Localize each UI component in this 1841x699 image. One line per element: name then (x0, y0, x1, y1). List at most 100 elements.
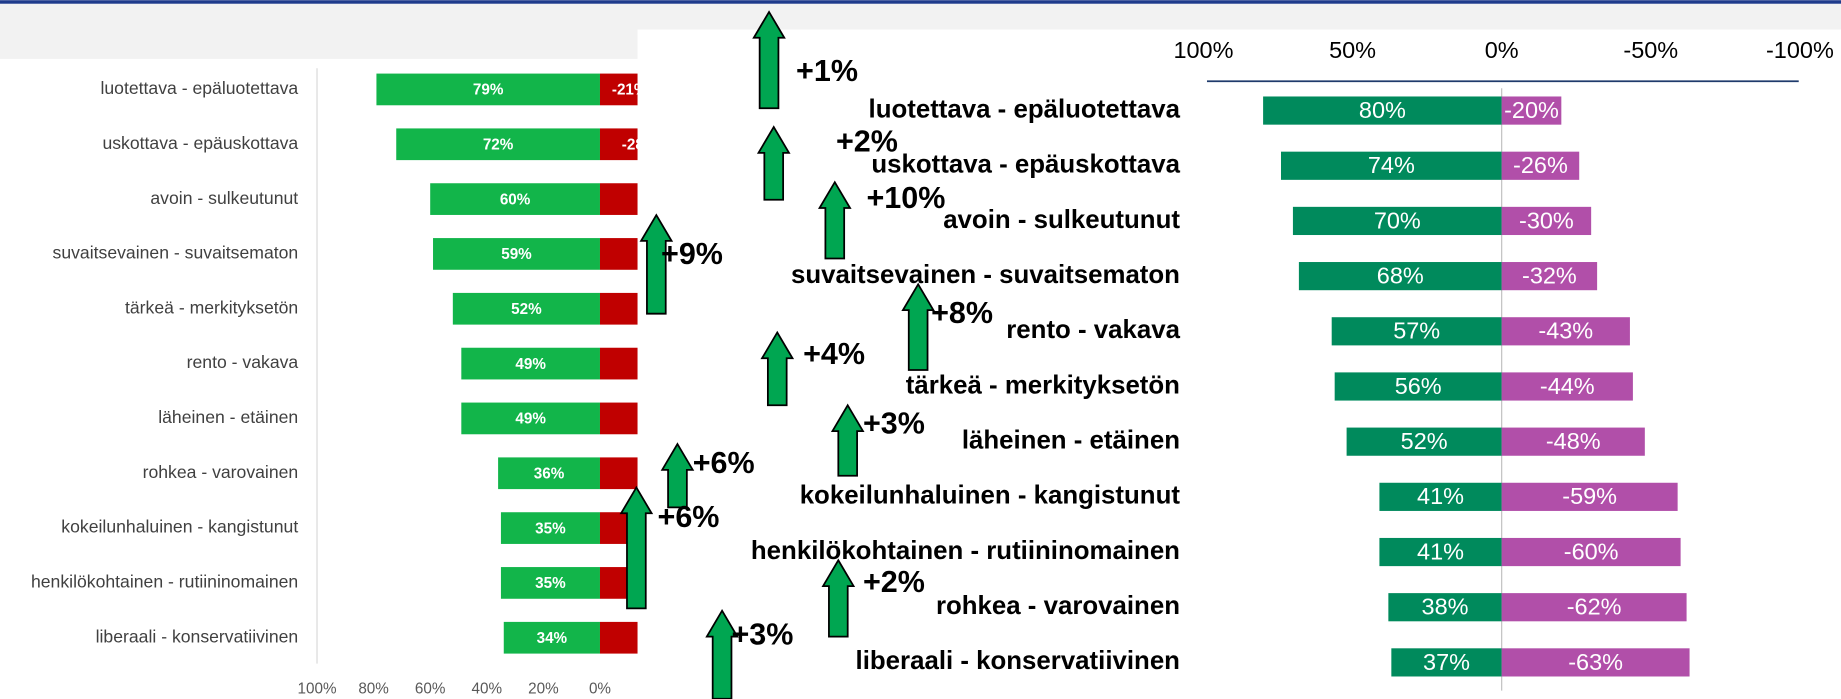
arrow-label: +4% (803, 337, 865, 371)
arrow-label: +2% (863, 565, 925, 599)
value-label: -48% (1546, 428, 1601, 454)
arrow (756, 125, 791, 201)
arrow-label: +10% (866, 181, 945, 215)
value-label: 59% (501, 246, 532, 263)
category-label: rento - vakava (1006, 316, 1180, 344)
bar (1334, 372, 1502, 401)
bar (1501, 317, 1630, 346)
x-tick-label: 80% (358, 680, 389, 697)
bar (500, 512, 600, 544)
value-label: -43% (1538, 318, 1593, 344)
x-tick-label: 0% (589, 680, 611, 697)
bar (376, 73, 600, 106)
arrow-label: +2% (836, 125, 898, 159)
x-tick-label: 50% (1329, 37, 1376, 63)
value-label: 74% (1368, 152, 1415, 178)
value-label: -59% (1562, 483, 1617, 509)
bar (1379, 537, 1502, 567)
category-label: avoin - sulkeutunut (150, 188, 298, 208)
bar (433, 238, 600, 270)
category-label: kokeilunhaluinen - kangistunut (61, 517, 298, 537)
x-tick-label: -50% (1623, 37, 1678, 63)
bar (1331, 317, 1502, 346)
arrow-label: +6% (657, 500, 719, 534)
category-label: tärkeä - merkityksetön (906, 371, 1180, 399)
arrow (639, 213, 674, 315)
category-label: uskottava - epäuskottava (871, 151, 1180, 179)
top-rule (0, 0, 1841, 4)
category-label: liberaali - konservatiivinen (96, 626, 299, 646)
value-label: -20% (1504, 97, 1559, 123)
arrow (901, 282, 935, 371)
x-tick-label: 20% (528, 680, 559, 697)
x-tick-label: 100% (298, 680, 337, 697)
category-label: rento - vakava (187, 352, 299, 372)
value-label: 79% (473, 82, 504, 99)
category-label: suvaitsevainen - suvaitsematon (53, 243, 299, 263)
category-label: läheinen - etäinen (158, 407, 298, 427)
value-label: 80% (1359, 97, 1406, 123)
bar (1292, 206, 1502, 236)
arrow-label: +1% (796, 54, 858, 88)
bar (498, 457, 600, 490)
value-label: -63% (1568, 649, 1623, 675)
bar (1346, 427, 1502, 456)
category-label: suvaitsevainen - suvaitsematon (791, 261, 1180, 289)
bar (1501, 151, 1580, 180)
value-label: 60% (500, 191, 531, 208)
arrow (817, 180, 852, 260)
category-label: henkilökohtainen - rutiininomainen (31, 572, 298, 592)
value-label: 35% (535, 520, 566, 537)
bar (452, 292, 600, 325)
value-label: 36% (534, 465, 565, 482)
bar (503, 621, 600, 654)
category-label: liberaali - konservatiivinen (856, 647, 1180, 675)
value-label: 49% (515, 411, 546, 428)
x-tick-label: 0% (1485, 37, 1519, 63)
value-label: -32% (1522, 262, 1577, 288)
arrow-label: +9% (661, 237, 723, 271)
arrow (821, 558, 856, 638)
bar (500, 567, 600, 599)
category-label: henkilökohtainen - rutiininomainen (751, 537, 1180, 565)
bar (461, 402, 600, 435)
value-label: 34% (537, 630, 568, 647)
bar (1501, 648, 1690, 677)
bar (1501, 593, 1687, 622)
x-tick-label: -100% (1766, 37, 1834, 63)
value-label: 38% (1422, 594, 1469, 620)
value-label: -60% (1564, 538, 1619, 564)
value-label: -62% (1567, 594, 1622, 620)
arrow (660, 442, 695, 509)
bar (1501, 262, 1598, 291)
category-label: tärkeä - merkityksetön (125, 297, 298, 317)
value-label: -44% (1540, 373, 1595, 399)
value-label: 72% (483, 136, 514, 153)
value-label: 52% (1401, 428, 1448, 454)
arrow-label: +3% (731, 618, 793, 652)
bar (1391, 648, 1502, 677)
value-label: 57% (1393, 318, 1440, 344)
bar (1501, 537, 1681, 567)
category-label: rohkea - varovainen (143, 462, 299, 482)
arrows: +1% +2% +10% +9% +8% +4% +3% +6% +6% +2% +3% (619, 10, 993, 699)
bar (430, 183, 600, 215)
bar (1263, 96, 1502, 125)
category-label: avoin - sulkeutunut (943, 206, 1180, 234)
value-label: 70% (1374, 207, 1421, 233)
value-label: 35% (535, 575, 566, 592)
category-label: läheinen - etäinen (962, 426, 1180, 454)
bar (1501, 482, 1678, 511)
arrow-label: +3% (863, 406, 925, 440)
bar (461, 347, 600, 380)
bar (1501, 427, 1645, 456)
value-label: -30% (1519, 207, 1574, 233)
value-label: 56% (1395, 373, 1442, 399)
bar (1501, 206, 1592, 236)
x-tick-label: 60% (415, 680, 446, 697)
bar (1388, 593, 1502, 622)
value-label: 49% (515, 356, 546, 373)
value-label: -26% (1513, 152, 1568, 178)
x-tick-label: 40% (472, 680, 503, 697)
